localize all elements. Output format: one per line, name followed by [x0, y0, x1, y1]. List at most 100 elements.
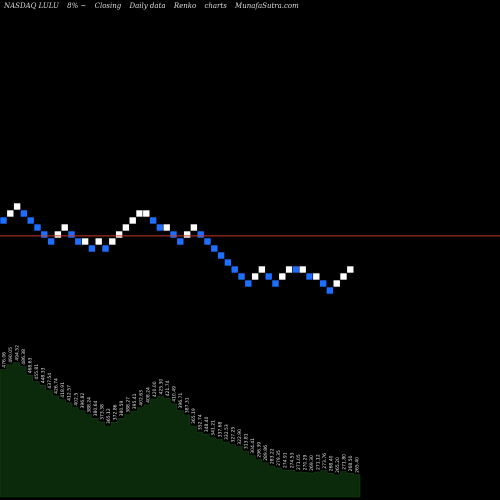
volume-value-label: 265.20: [335, 457, 341, 473]
volume-value-label: 402.63: [139, 390, 145, 406]
renko-brick-up: [312, 272, 321, 281]
volume-value-label: 332.53: [224, 424, 230, 440]
renko-brick-up: [339, 272, 348, 281]
volume-value-label: 268.40: [329, 455, 335, 471]
renko-brick-down: [40, 230, 49, 239]
volume-value-label: 455.81: [34, 364, 40, 380]
volume-value-label: 296.39: [257, 442, 263, 458]
volume-value-label: 274.53: [289, 452, 295, 468]
volume-area: [0, 362, 361, 498]
renko-brick-down: [326, 286, 334, 295]
volume-value-label: 352.74: [198, 414, 204, 430]
volume-value-label: 327.25: [230, 427, 236, 443]
volume-value-label: 395.41: [132, 393, 138, 409]
volume-value-label: 402.5: [73, 393, 79, 406]
renko-brick-up: [298, 265, 307, 274]
chart-header: NASDAQ LULU 8% ~ Closing Daily data Renk…: [4, 2, 305, 10]
volume-value-label: 365.12: [106, 408, 112, 424]
volume-value-label: 279.35: [276, 450, 282, 466]
volume-value-label: 341.21: [211, 420, 217, 436]
volume-value-label: 396.71: [178, 393, 184, 409]
volume-value-label: 289.86: [263, 445, 269, 461]
daily-label: Daily data: [129, 2, 166, 10]
renko-brick-up: [251, 272, 259, 281]
renko-brick-up: [135, 209, 144, 218]
volume-value-label: 425.30: [158, 379, 164, 395]
volume-value-label: 269.30: [309, 455, 315, 471]
volume-value-label: 412.57: [67, 385, 73, 401]
renko-brick-up: [258, 265, 266, 274]
volume-value-label: 420.00: [152, 381, 158, 397]
renko-brick-up: [162, 223, 171, 232]
renko-brick-up: [190, 223, 198, 232]
volume-value-label: 365.19: [191, 408, 197, 424]
renko-brick-down: [217, 251, 225, 260]
renko-brick-down: [292, 265, 300, 274]
renko-brick-up: [81, 237, 89, 246]
closing-label: Closing: [94, 2, 122, 10]
volume-value-label: 408.24: [145, 387, 151, 403]
renko-brick-up: [115, 230, 123, 239]
type-label: Renko: [173, 2, 197, 10]
renko-brick-down: [237, 272, 246, 281]
renko-brick-down: [305, 272, 314, 281]
volume-value-label: 421.74: [165, 380, 171, 396]
renko-brick-down: [271, 279, 280, 288]
renko-brick-up: [128, 216, 137, 225]
renko-brick-down: [176, 237, 185, 246]
renko-bricks: [0, 202, 355, 295]
renko-brick-down: [203, 237, 212, 246]
renko-brick-up: [54, 230, 62, 239]
volume-value-label: 490.05: [8, 347, 14, 363]
renko-brick-up: [332, 279, 341, 288]
renko-brick-down: [319, 279, 327, 288]
renko-brick-down: [67, 230, 76, 239]
volume-value-label: 304.41: [250, 438, 256, 454]
volume-value-label: 348.40: [204, 416, 210, 432]
volume-value-label: 271.80: [342, 454, 348, 470]
renko-brick-down: [88, 244, 96, 253]
volume-value-label: 448.33: [41, 367, 47, 383]
charts-label: charts: [204, 2, 227, 10]
renko-brick-down: [0, 216, 8, 225]
volume-value-label: 388.27: [126, 397, 132, 413]
volume-value-label: 418.91: [60, 382, 66, 398]
renko-brick-down: [224, 258, 232, 267]
renko-brick-up: [122, 223, 130, 232]
renko-brick-down: [20, 209, 28, 218]
volume-value-label: 268.50: [348, 455, 354, 471]
volume-value-label: 283.22: [270, 448, 276, 464]
volume-value-label: 468.63: [28, 358, 34, 374]
volume-value-label: 372.86: [113, 404, 119, 420]
renko-brick-up: [183, 230, 191, 239]
volume-value-label: 373.38: [100, 404, 106, 420]
volume-value-label: 380.64: [93, 401, 99, 417]
renko-brick-down: [196, 230, 205, 239]
volume-value-label: 388.24: [86, 397, 92, 413]
renko-brick-down: [26, 216, 35, 225]
volume-value-label: 265.40: [355, 457, 361, 473]
site-label: MunafaSutra.com: [235, 2, 299, 10]
renko-brick-up: [108, 237, 117, 246]
renko-brick-down: [33, 223, 42, 232]
renko-brick-up: [6, 209, 15, 218]
renko-brick-up: [13, 202, 21, 211]
renko-brick-down: [169, 230, 178, 239]
renko-brick-up: [346, 265, 355, 274]
volume-value-label: 313.81: [244, 433, 250, 449]
renko-brick-down: [244, 279, 253, 288]
renko-brick-up: [94, 237, 103, 246]
renko-brick-down: [149, 216, 157, 225]
renko-brick-down: [264, 272, 273, 281]
renko-brick-down: [230, 265, 239, 274]
change-label: 8% ~: [67, 2, 87, 10]
renko-brick-up: [142, 209, 151, 218]
renko-brick-down: [210, 244, 219, 253]
volume-value-label: 494.52: [14, 345, 20, 361]
volume-value-label: 273.76: [322, 453, 328, 469]
volume-value-label: 486.38: [21, 349, 27, 365]
renko-brick-up: [285, 265, 293, 274]
renko-brick-down: [47, 237, 55, 246]
